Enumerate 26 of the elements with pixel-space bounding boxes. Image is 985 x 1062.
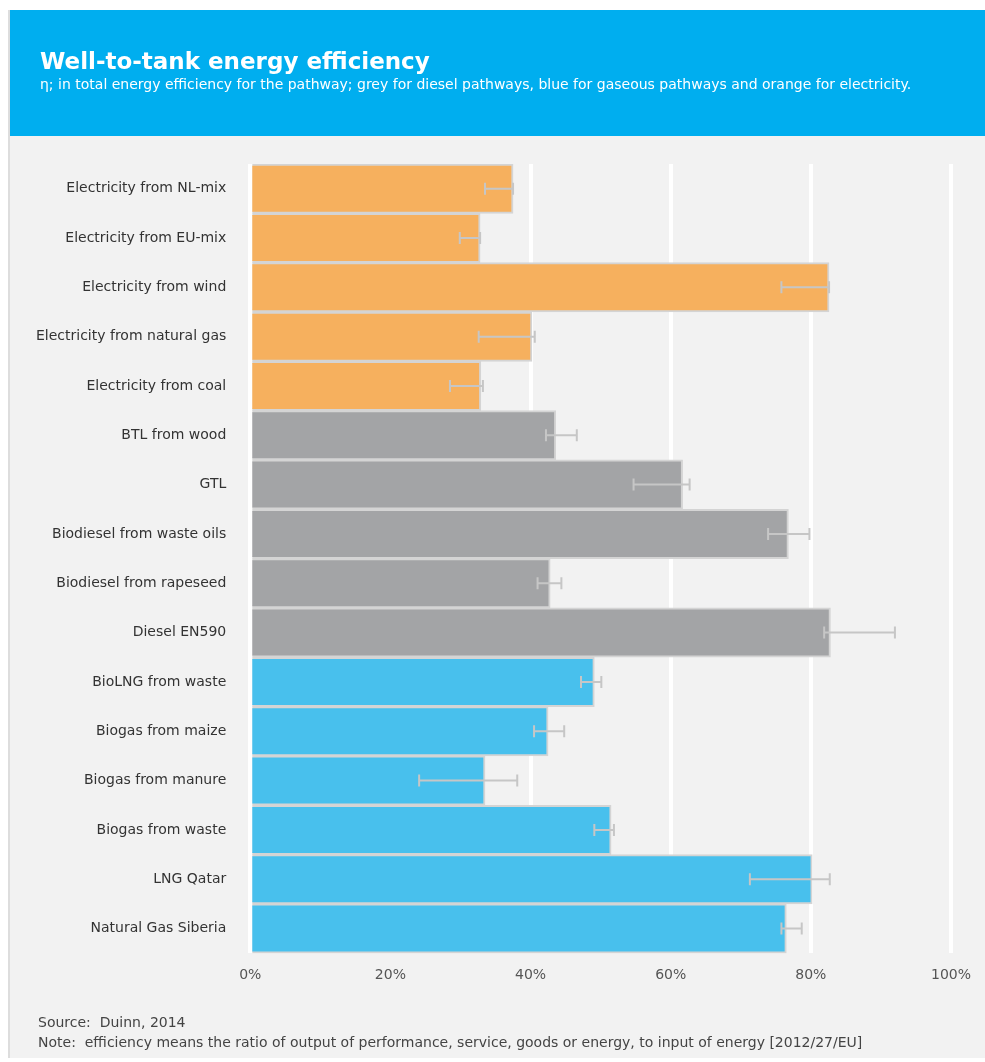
- y-tick-label: Electricity from NL-mix: [66, 179, 227, 196]
- y-tick-label: Electricity from natural gas: [35, 327, 227, 344]
- y-tick-label: Diesel EN590: [132, 623, 227, 640]
- x-tick-label: 80%: [795, 966, 827, 983]
- chart-title: Well-to-tank energy efficiency: [40, 48, 431, 74]
- y-tick-label: Electricity from wind: [82, 277, 227, 294]
- y-tick-label: Biogas from maize: [95, 721, 227, 738]
- y-tick-label: Biodiesel from rapeseed: [56, 573, 227, 590]
- text: Note: efficiency means the ratio of output of performance, service, goods or energy, to input of energy [2012/27/EU]: [38, 1033, 864, 1052]
- y-tick-label: Biogas from manure: [83, 771, 227, 788]
- y-tick-label: LNG Qatar: [153, 869, 227, 886]
- source-note: Source: Duinn, 2014: [38, 1013, 187, 1032]
- y-tick-label: GTL: [199, 475, 227, 492]
- x-tick-label: 60%: [655, 966, 687, 983]
- x-tick-label: 20%: [374, 966, 406, 983]
- y-tick-label: Natural Gas Siberia: [90, 919, 227, 936]
- x-tick-label: 100%: [930, 966, 971, 983]
- y-tick-label: BioLNG from waste: [92, 672, 227, 689]
- x-tick-label: 0%: [239, 966, 262, 983]
- x-tick-label: 40%: [515, 966, 547, 983]
- y-tick-label: Biodiesel from waste oils: [52, 524, 227, 541]
- chart-subtitle: η; in total energy efficiency for the pathway; grey for diesel pathways, blue for gaseous pathways and orange for electricity.: [40, 76, 913, 92]
- y-tick-label: Biogas from waste: [96, 820, 227, 837]
- y-tick-label: Electricity from EU-mix: [65, 228, 227, 245]
- y-tick-label: Electricity from coal: [86, 376, 227, 393]
- y-tick-label: BTL from wood: [121, 425, 227, 442]
